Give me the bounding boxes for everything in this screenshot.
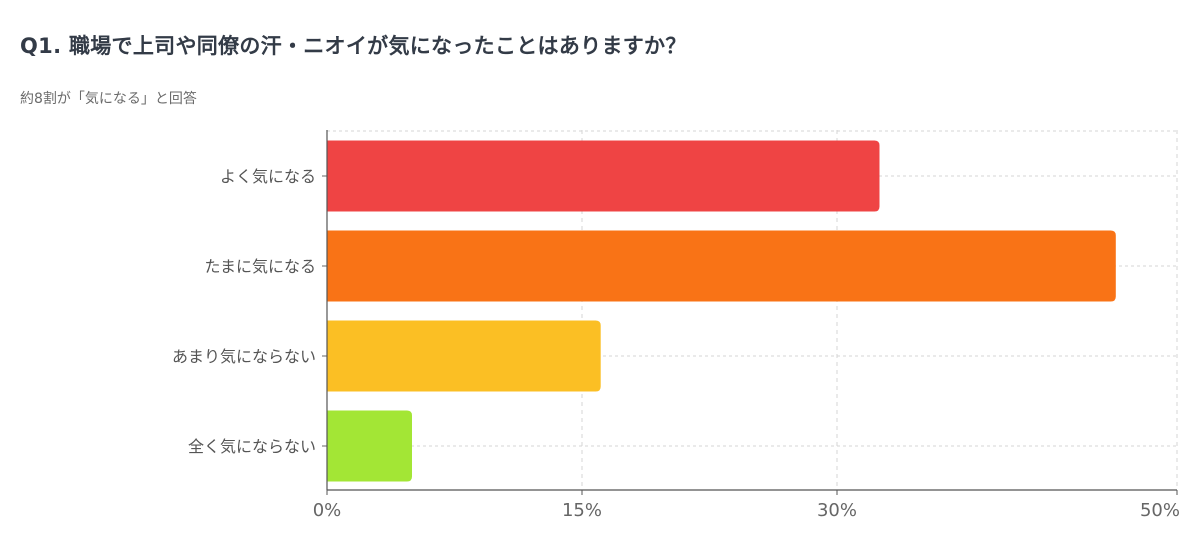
x-tick-label: 0% xyxy=(313,500,342,521)
x-tick-label: 15% xyxy=(562,500,602,521)
x-tick-label: 50% xyxy=(1140,500,1180,521)
chart-subtitle: 約8割が「気になる」と回答 xyxy=(20,91,197,107)
bar-2 xyxy=(327,230,1116,302)
y-tick-label: 全く気にならない xyxy=(188,437,316,456)
bar-3 xyxy=(327,320,601,392)
y-tick-label: あまり気にならない xyxy=(172,347,316,366)
bar-1 xyxy=(327,140,880,212)
y-tick-label: たまに気になる xyxy=(204,257,316,276)
y-tick-label: よく気になる xyxy=(220,167,316,186)
bar-4 xyxy=(327,410,412,482)
x-tick-label: 30% xyxy=(817,500,857,521)
chart-title: Q1. 職場で上司や同僚の汗・ニオイが気になったことはありますか？ xyxy=(20,34,687,58)
